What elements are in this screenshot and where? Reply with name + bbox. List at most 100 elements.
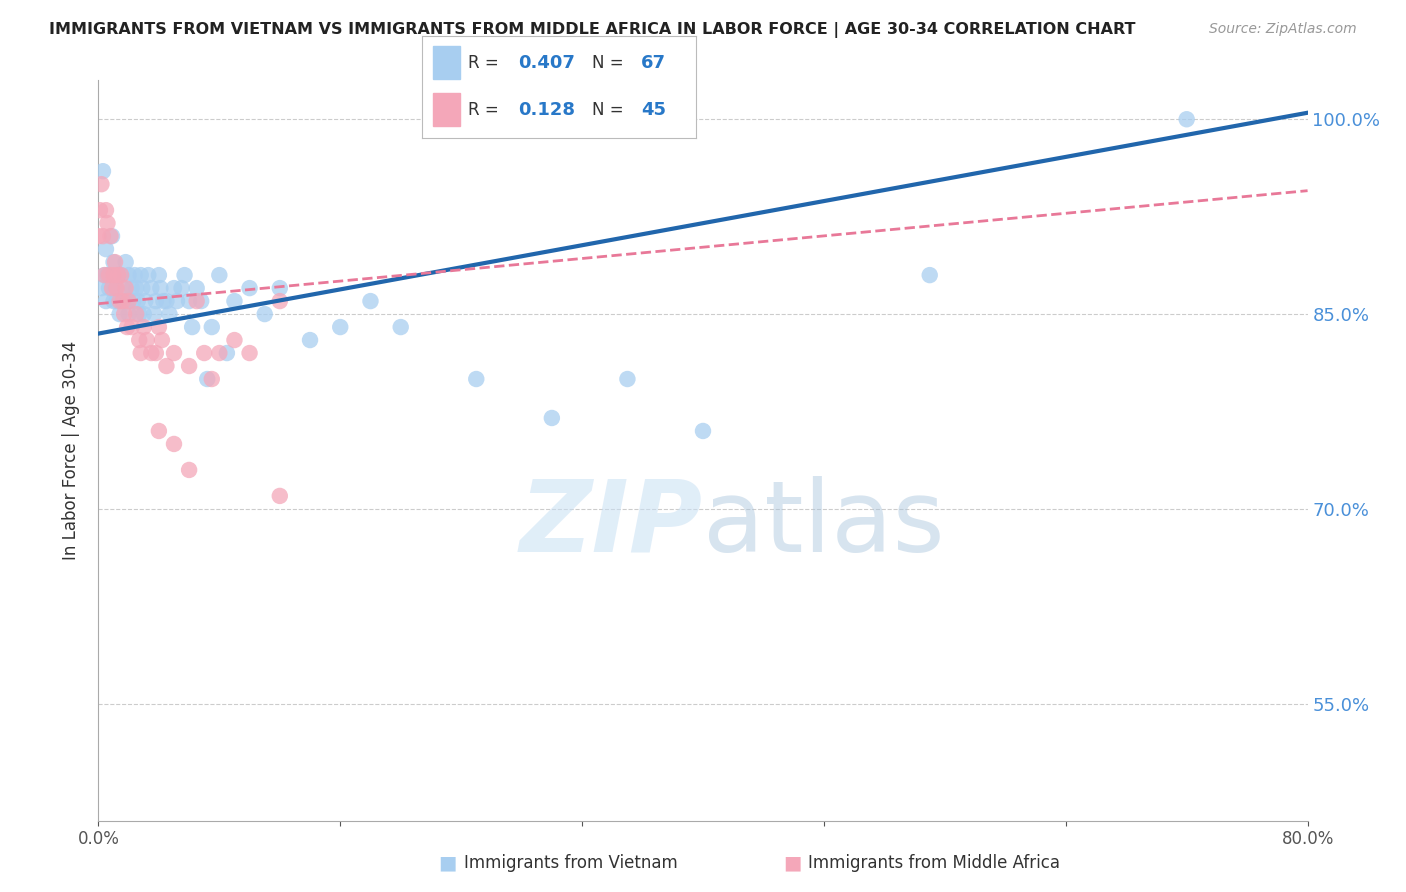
- Point: [201, 320, 224, 334]
- Point: [269, 489, 291, 503]
- Point: [540, 411, 562, 425]
- Text: 67: 67: [641, 54, 666, 72]
- Point: [163, 437, 186, 451]
- Point: [129, 346, 152, 360]
- Point: [128, 307, 150, 321]
- FancyBboxPatch shape: [433, 93, 460, 126]
- Point: [103, 255, 125, 269]
- Point: [104, 255, 127, 269]
- Point: [193, 346, 215, 360]
- Point: [110, 268, 132, 282]
- Point: [215, 346, 238, 360]
- Point: [98, 281, 121, 295]
- Point: [190, 294, 212, 309]
- Point: [91, 164, 114, 178]
- Point: [179, 294, 201, 309]
- Point: [129, 268, 152, 282]
- Point: [918, 268, 941, 282]
- Point: [108, 307, 131, 321]
- Text: ■: ■: [439, 854, 457, 872]
- Point: [121, 320, 143, 334]
- Point: [179, 359, 201, 373]
- Text: R =: R =: [468, 101, 505, 119]
- Text: R =: R =: [468, 54, 505, 72]
- Point: [141, 281, 163, 295]
- Point: [145, 346, 167, 360]
- Point: [239, 281, 262, 295]
- Point: [110, 268, 132, 282]
- Point: [166, 294, 188, 309]
- Point: [141, 346, 163, 360]
- Point: [616, 372, 638, 386]
- Point: [1175, 112, 1198, 127]
- Point: [125, 307, 148, 321]
- Point: [132, 320, 155, 334]
- Point: [134, 294, 156, 309]
- Point: [122, 294, 145, 309]
- Point: [159, 307, 181, 321]
- Point: [131, 281, 153, 295]
- Point: [208, 268, 231, 282]
- Point: [114, 255, 136, 269]
- Point: [132, 307, 155, 321]
- Point: [143, 307, 166, 321]
- FancyBboxPatch shape: [433, 46, 460, 78]
- Point: [173, 268, 195, 282]
- Point: [98, 268, 121, 282]
- Point: [89, 203, 111, 218]
- Point: [103, 268, 125, 282]
- Point: [239, 346, 262, 360]
- Point: [93, 268, 115, 282]
- Point: [181, 320, 204, 334]
- Point: [96, 216, 118, 230]
- Point: [299, 333, 322, 347]
- Point: [108, 294, 131, 309]
- Point: [269, 281, 291, 295]
- Point: [152, 294, 174, 309]
- Point: [155, 359, 177, 373]
- Point: [107, 268, 129, 282]
- Point: [105, 281, 128, 295]
- Text: IMMIGRANTS FROM VIETNAM VS IMMIGRANTS FROM MIDDLE AFRICA IN LABOR FORCE | AGE 30: IMMIGRANTS FROM VIETNAM VS IMMIGRANTS FR…: [49, 22, 1136, 38]
- Text: Immigrants from Vietnam: Immigrants from Vietnam: [464, 855, 678, 872]
- Point: [179, 463, 201, 477]
- Point: [148, 424, 170, 438]
- Point: [170, 281, 193, 295]
- Point: [94, 242, 117, 256]
- Point: [115, 294, 138, 309]
- Point: [135, 333, 157, 347]
- Point: [127, 294, 149, 309]
- Point: [100, 229, 122, 244]
- Point: [111, 281, 134, 295]
- Point: [201, 372, 224, 386]
- Point: [112, 307, 135, 321]
- Point: [163, 281, 186, 295]
- Point: [105, 294, 128, 309]
- Point: [118, 294, 141, 309]
- Point: [107, 268, 129, 282]
- Point: [118, 307, 141, 321]
- Point: [465, 372, 488, 386]
- Point: [224, 333, 246, 347]
- Point: [96, 268, 118, 282]
- Text: ZIP: ZIP: [520, 476, 703, 573]
- Point: [224, 294, 246, 309]
- Point: [136, 268, 159, 282]
- Text: ■: ■: [783, 854, 801, 872]
- Y-axis label: In Labor Force | Age 30-34: In Labor Force | Age 30-34: [62, 341, 80, 560]
- Text: 0.407: 0.407: [517, 54, 575, 72]
- Text: 45: 45: [641, 101, 666, 119]
- Point: [121, 281, 143, 295]
- Text: Source: ZipAtlas.com: Source: ZipAtlas.com: [1209, 22, 1357, 37]
- Point: [148, 268, 170, 282]
- Point: [112, 294, 135, 309]
- Text: N =: N =: [592, 101, 628, 119]
- Point: [104, 281, 127, 295]
- Point: [269, 294, 291, 309]
- Point: [150, 333, 173, 347]
- Point: [163, 346, 186, 360]
- Point: [100, 268, 122, 282]
- Point: [90, 281, 112, 295]
- Point: [114, 281, 136, 295]
- Point: [186, 281, 208, 295]
